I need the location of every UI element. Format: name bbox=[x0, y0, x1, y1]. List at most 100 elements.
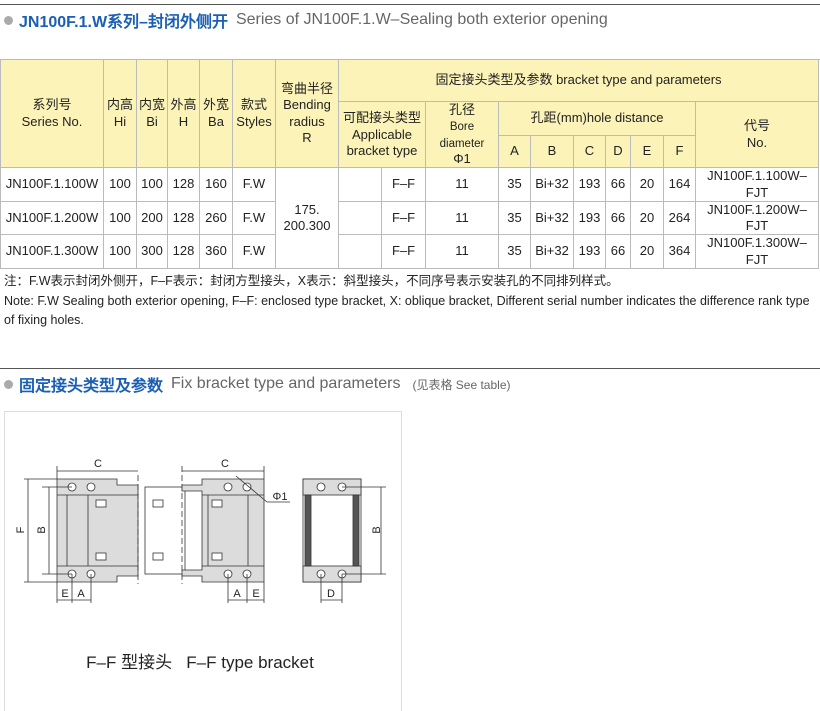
diagram-frame bbox=[4, 411, 402, 711]
cell-bi: 100 bbox=[136, 167, 168, 202]
notes: 注：F.W表示封闭外侧开，F–F表示：封闭方型接头，X表示：斜型接头，不同序号表… bbox=[4, 272, 820, 331]
label-b-left: B bbox=[36, 526, 48, 533]
cell-style: F.W bbox=[232, 167, 276, 202]
title-en: Fix bracket type and parameters bbox=[171, 375, 401, 392]
middle-link bbox=[137, 466, 186, 584]
header-f: F bbox=[663, 134, 696, 169]
cell-a: 35 bbox=[498, 200, 531, 236]
header-a: A bbox=[498, 134, 531, 169]
cell-f: 164 bbox=[663, 167, 696, 202]
top-divider bbox=[0, 4, 820, 5]
cell-type: F–F bbox=[381, 200, 426, 236]
cell-style: F.W bbox=[232, 200, 276, 236]
cell-empty bbox=[338, 234, 382, 269]
cell-ba: 360 bbox=[199, 234, 233, 269]
cell-hi: 100 bbox=[103, 167, 137, 202]
table-row: JN100F.1.100W 100 100 128 160 F.W 175. 200.300… bbox=[0, 167, 819, 269]
note-cn: 注：F.W表示封闭外侧开，F–F表示：封闭方型接头，X表示：斜型接头，不同序号表… bbox=[4, 274, 619, 288]
label-c-left: C bbox=[94, 458, 102, 470]
cell-ba: 260 bbox=[199, 200, 233, 236]
cell-series: JN100F.1.200W bbox=[0, 200, 104, 236]
header-radius: 弯曲半径 Bending radius R bbox=[275, 58, 339, 169]
cell-h: 128 bbox=[167, 200, 200, 236]
cell-bore: 11 bbox=[425, 200, 499, 236]
section-title-series: JN100F.1.W系列–封闭外侧开 Series of JN100F.1.W–… bbox=[4, 8, 608, 32]
cell-series: JN100F.1.100W bbox=[0, 167, 104, 202]
cell-d: 66 bbox=[605, 234, 631, 269]
cell-hi: 100 bbox=[103, 234, 137, 269]
label-e-left: E bbox=[61, 588, 68, 600]
section-title-bracket: 固定接头类型及参数 Fix bracket type and parameter… bbox=[4, 372, 511, 396]
header-bi: 内宽 Bi bbox=[136, 58, 168, 169]
label-a-left: A bbox=[77, 588, 85, 600]
cell-type: F–F bbox=[381, 234, 426, 269]
label-phi1: Φ1 bbox=[273, 491, 288, 503]
cell-b: Bi+32 bbox=[530, 167, 574, 202]
cell-e: 20 bbox=[630, 167, 664, 202]
cell-a: 35 bbox=[498, 234, 531, 269]
header-e: E bbox=[630, 134, 664, 169]
cell-code: JN100F.1.200W–FJT bbox=[695, 200, 819, 236]
cell-b: Bi+32 bbox=[530, 200, 574, 236]
label-b-right: B bbox=[371, 526, 383, 533]
cell-bore: 11 bbox=[425, 167, 499, 202]
see-table-note: (见表格 See table) bbox=[412, 377, 511, 392]
header-bracket-group: 固定接头类型及参数 bracket type and parameters bbox=[338, 59, 819, 102]
cell-c: 193 bbox=[573, 167, 606, 202]
cell-e: 20 bbox=[630, 234, 664, 269]
cell-d: 66 bbox=[605, 200, 631, 236]
cell-h: 128 bbox=[167, 167, 200, 202]
cell-bi: 300 bbox=[136, 234, 168, 269]
header-applicable: 可配接头类型 Applicable bracket type bbox=[338, 100, 426, 169]
header-code: 代号 No. bbox=[695, 100, 819, 169]
left-bracket bbox=[56, 478, 139, 583]
label-e-right: E bbox=[252, 588, 259, 600]
cell-d: 66 bbox=[605, 167, 631, 202]
mounting-holes bbox=[67, 482, 347, 579]
dimension-lines bbox=[24, 466, 386, 603]
cell-code: JN100F.1.300W–FJT bbox=[695, 234, 819, 269]
header-c: C bbox=[573, 134, 606, 169]
title-en: Series of JN100F.1.W–Sealing both exteri… bbox=[235, 11, 608, 28]
header-hole-distance: 孔距(mm)hole distance bbox=[498, 101, 696, 136]
table-row: JN100F.1.200W 100 200 128 260 F.W F–F 11 35 Bi+32… bbox=[0, 200, 819, 236]
spec-table: 系列号 Series No. 内高 Hi 内宽 Bi 外高 H 外宽 Ba 款式 Style… bbox=[0, 58, 819, 269]
header-b: B bbox=[530, 134, 574, 169]
cell-e: 20 bbox=[630, 200, 664, 236]
cell-code: JN100F.1.100W–FJT bbox=[695, 167, 819, 202]
cell-c: 193 bbox=[573, 200, 606, 236]
cell-bore: 11 bbox=[425, 234, 499, 269]
cell-f: 364 bbox=[663, 234, 696, 269]
bullet-icon bbox=[4, 379, 13, 389]
header-styles: 款式 Styles bbox=[232, 58, 276, 169]
label-f: F bbox=[15, 526, 27, 533]
right-bracket bbox=[181, 478, 265, 583]
ff-bracket-diagram: C C F B B E A A E D Φ1 bbox=[15, 458, 386, 603]
section-divider bbox=[0, 368, 820, 369]
label-d: D bbox=[327, 588, 335, 600]
side-view bbox=[302, 478, 362, 583]
cell-ba: 160 bbox=[199, 167, 233, 202]
cell-style: F.W bbox=[232, 234, 276, 269]
cell-type: F–F bbox=[381, 167, 426, 202]
cell-h: 128 bbox=[167, 234, 200, 269]
label-a-right: A bbox=[233, 588, 241, 600]
cell-empty bbox=[338, 200, 382, 236]
cell-b: Bi+32 bbox=[530, 234, 574, 269]
diagram-caption: F–F 型接头 F–F type bracket bbox=[86, 653, 314, 672]
cell-f: 264 bbox=[663, 200, 696, 236]
cell-a: 35 bbox=[498, 167, 531, 202]
cell-bi: 200 bbox=[136, 200, 168, 236]
label-c-right: C bbox=[221, 458, 229, 470]
header-hi: 内高 Hi bbox=[103, 58, 137, 169]
cell-bending-radius: 175. 200.300 bbox=[275, 167, 339, 269]
title-cn: JN100F.1.W系列–封闭外侧开 bbox=[19, 14, 228, 31]
header-bore: 孔径 Bore diameter Φ1 bbox=[425, 100, 499, 169]
title-cn: 固定接头类型及参数 bbox=[19, 378, 164, 395]
header-h: 外高 H bbox=[167, 58, 200, 169]
bullet-icon bbox=[4, 15, 13, 25]
header-d: D bbox=[605, 134, 631, 169]
table-row: JN100F.1.300W 100 300 128 360 F.W F–F 11 35 Bi+32… bbox=[0, 234, 819, 269]
header-ba: 外宽 Ba bbox=[199, 58, 233, 169]
cell-series: JN100F.1.300W bbox=[0, 234, 104, 269]
